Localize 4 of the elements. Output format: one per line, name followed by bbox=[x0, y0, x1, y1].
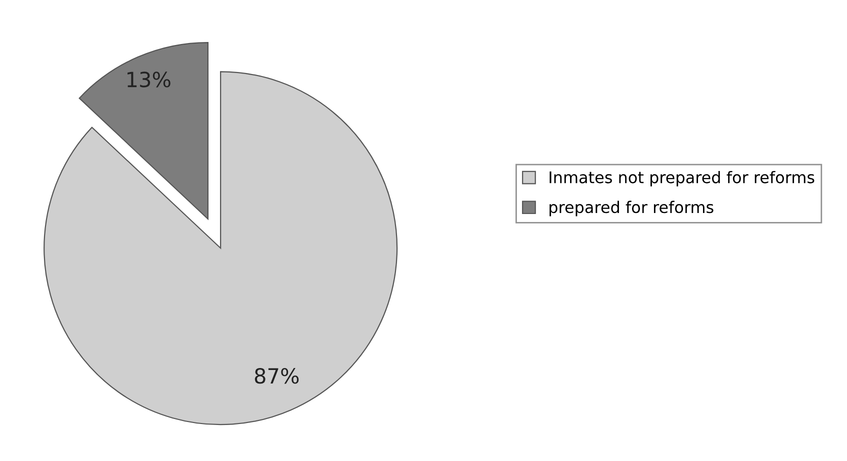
legend-label: Inmates not prepared for reforms bbox=[550, 170, 814, 186]
legend-label: prepared for reforms bbox=[550, 200, 714, 216]
data-label: 13% bbox=[128, 72, 170, 88]
data-label: 87% bbox=[254, 368, 299, 384]
